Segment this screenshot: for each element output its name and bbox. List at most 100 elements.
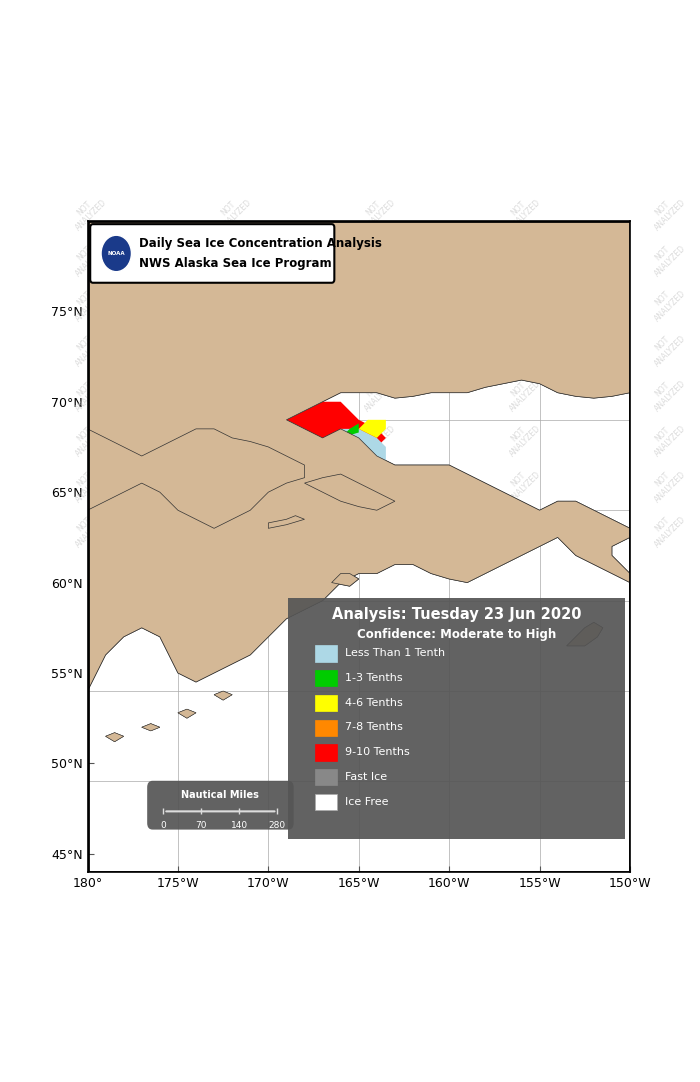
Text: NOT
ANALYZED: NOT ANALYZED [500,190,542,233]
Polygon shape [214,484,358,546]
Polygon shape [567,622,603,646]
Text: NOT
ANALYZED: NOT ANALYZED [66,281,108,324]
Text: NOT
ANALYZED: NOT ANALYZED [211,281,253,324]
Polygon shape [141,724,160,730]
Text: NOT
ANALYZED: NOT ANALYZED [66,190,108,233]
Text: NOT
ANALYZED: NOT ANALYZED [645,281,687,324]
Text: NOT
ANALYZED: NOT ANALYZED [211,236,253,278]
Polygon shape [0,221,88,691]
Polygon shape [304,474,395,511]
Polygon shape [350,484,368,492]
Text: NOT
ANALYZED: NOT ANALYZED [645,372,687,413]
Text: Less Than 1 Tenth: Less Than 1 Tenth [345,648,445,658]
Text: NOT
ANALYZED: NOT ANALYZED [66,507,108,550]
Polygon shape [160,489,187,501]
Text: NOT
ANALYZED: NOT ANALYZED [356,281,398,324]
Polygon shape [88,428,304,528]
Text: NOT
ANALYZED: NOT ANALYZED [356,462,398,504]
Text: NWS Alaska Sea Ice Program: NWS Alaska Sea Ice Program [139,256,332,269]
Polygon shape [268,516,304,528]
Polygon shape [106,733,124,741]
Text: Ice Free: Ice Free [345,796,389,806]
Text: NOT
ANALYZED: NOT ANALYZED [500,507,542,550]
Text: NOT
ANALYZED: NOT ANALYZED [211,417,253,459]
Polygon shape [341,423,358,438]
Polygon shape [304,474,395,511]
Polygon shape [88,221,630,393]
Polygon shape [286,401,386,465]
Text: NOT
ANALYZED: NOT ANALYZED [66,327,108,369]
Text: Fast Ice: Fast Ice [345,771,387,782]
Bar [315,744,337,761]
Text: NOT
ANALYZED: NOT ANALYZED [211,327,253,369]
Text: NOT
ANALYZED: NOT ANALYZED [645,417,687,459]
Text: 280: 280 [269,821,286,830]
Text: 4-6 Tenths: 4-6 Tenths [345,698,403,708]
Text: NOT
ANALYZED: NOT ANALYZED [645,507,687,550]
Bar [88,221,630,872]
Polygon shape [214,691,232,700]
Text: NOT
ANALYZED: NOT ANALYZED [356,417,398,459]
Text: Nautical Miles: Nautical Miles [181,790,260,800]
Text: Daily Sea Ice Concentration Analysis: Daily Sea Ice Concentration Analysis [139,237,382,250]
Text: NOT
ANALYZED: NOT ANALYZED [211,507,253,550]
FancyBboxPatch shape [90,224,335,282]
Text: NOT
ANALYZED: NOT ANALYZED [356,327,398,369]
FancyBboxPatch shape [288,598,624,840]
Polygon shape [178,709,196,718]
Text: NOT
ANALYZED: NOT ANALYZED [356,236,398,278]
Text: NOT
ANALYZED: NOT ANALYZED [500,417,542,459]
Text: NOT
ANALYZED: NOT ANALYZED [500,281,542,324]
Polygon shape [88,221,630,691]
Bar [315,645,337,661]
Polygon shape [88,221,630,691]
Text: NOT
ANALYZED: NOT ANALYZED [645,462,687,504]
Polygon shape [268,516,304,528]
Circle shape [101,235,132,272]
Text: Analysis: Tuesday 23 Jun 2020: Analysis: Tuesday 23 Jun 2020 [332,607,581,622]
Bar [315,670,337,686]
Text: NOT
ANALYZED: NOT ANALYZED [66,236,108,278]
Polygon shape [567,622,603,646]
Bar [315,794,337,810]
Polygon shape [88,366,304,492]
Text: NOT
ANALYZED: NOT ANALYZED [500,462,542,504]
Text: 7-8 Tenths: 7-8 Tenths [345,723,403,733]
Text: 9-10 Tenths: 9-10 Tenths [345,748,410,757]
Text: NOT
ANALYZED: NOT ANALYZED [211,462,253,504]
Text: NOT
ANALYZED: NOT ANALYZED [645,327,687,369]
Text: 0: 0 [160,821,167,830]
Text: NOT
ANALYZED: NOT ANALYZED [66,417,108,459]
Text: NOT
ANALYZED: NOT ANALYZED [211,190,253,233]
Bar [315,720,337,736]
Text: NOT
ANALYZED: NOT ANALYZED [211,372,253,413]
Text: NOT
ANALYZED: NOT ANALYZED [66,372,108,413]
Text: 1-3 Tenths: 1-3 Tenths [345,673,402,683]
Text: NOT
ANALYZED: NOT ANALYZED [500,327,542,369]
Polygon shape [268,428,386,519]
Text: NOT
ANALYZED: NOT ANALYZED [66,462,108,504]
Polygon shape [141,724,160,730]
Polygon shape [88,428,304,528]
Polygon shape [178,709,196,718]
Polygon shape [160,506,187,519]
Polygon shape [332,573,358,586]
Polygon shape [214,691,232,700]
Polygon shape [106,733,124,741]
Text: NOT
ANALYZED: NOT ANALYZED [645,236,687,278]
Text: NOT
ANALYZED: NOT ANALYZED [356,372,398,413]
Bar [315,769,337,786]
Text: NOT
ANALYZED: NOT ANALYZED [500,372,542,413]
Polygon shape [0,221,88,691]
Polygon shape [178,498,205,511]
Text: 140: 140 [231,821,248,830]
Text: NOT
ANALYZED: NOT ANALYZED [356,190,398,233]
Text: Confidence: Moderate to High: Confidence: Moderate to High [357,628,556,641]
Bar [315,695,337,711]
Text: NOT
ANALYZED: NOT ANALYZED [645,190,687,233]
Polygon shape [332,573,358,586]
Text: NOT
ANALYZED: NOT ANALYZED [500,236,542,278]
FancyBboxPatch shape [147,781,294,830]
Text: NOT
ANALYZED: NOT ANALYZED [356,507,398,550]
Text: NOAA: NOAA [107,251,125,256]
